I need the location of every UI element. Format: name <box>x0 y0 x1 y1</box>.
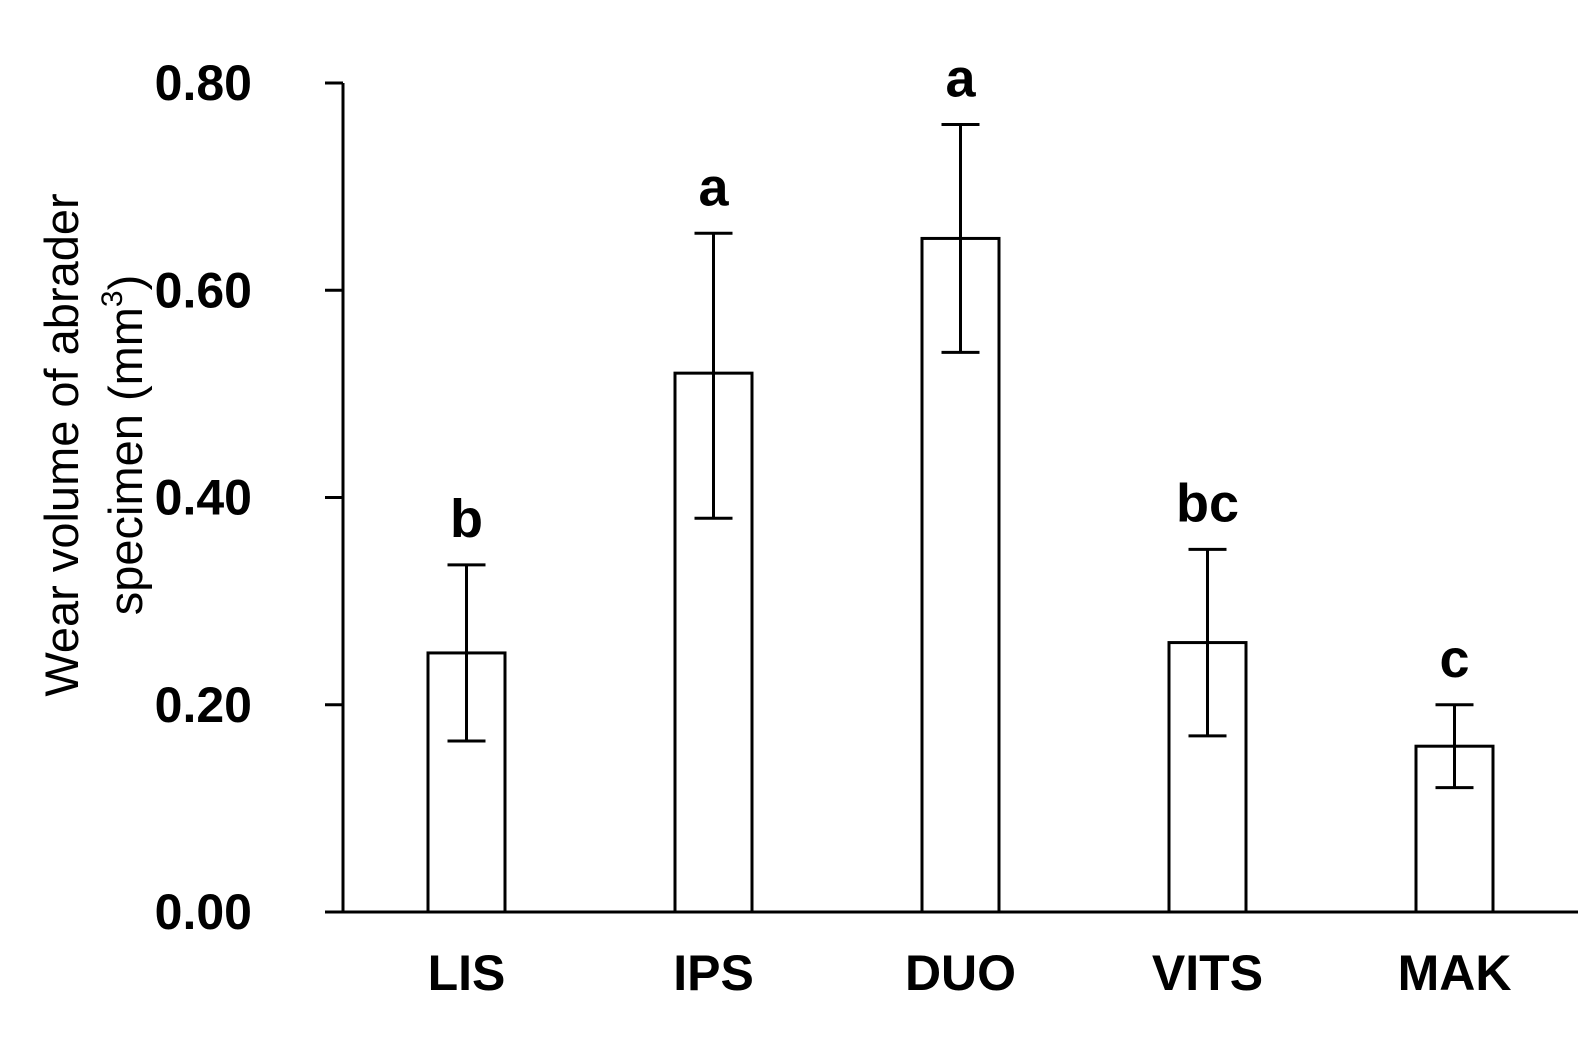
significance-label-vits: bc <box>1176 473 1239 533</box>
x-tick-label-vits: VITS <box>1152 945 1263 1001</box>
y-tick-label: 0.60 <box>155 262 252 318</box>
significance-label-duo: a <box>945 48 976 108</box>
x-tick-label-lis: LIS <box>428 945 506 1001</box>
plot-area: 0.00 0.20 0.40 0.60 0.80 b LIS a IPS a DUO bc VITS c M… <box>155 48 1578 1001</box>
significance-label-ips: a <box>698 157 729 217</box>
y-tick-label: 0.40 <box>155 470 252 526</box>
y-tick-label: 0.20 <box>155 677 252 733</box>
y-axis-label-line2: specimen (mm3) <box>96 275 152 616</box>
y-tick-label: 0.80 <box>155 55 252 111</box>
x-tick-label-ips: IPS <box>673 945 754 1001</box>
y-axis-label-line1: Wear volume of abrader <box>35 193 88 696</box>
y-axis-label: Wear volume of abrader specimen (mm3) <box>35 193 152 696</box>
y-tick-label: 0.00 <box>155 884 252 940</box>
significance-label-lis: b <box>450 489 483 549</box>
x-tick-label-duo: DUO <box>905 945 1016 1001</box>
significance-label-mak: c <box>1439 629 1469 689</box>
x-tick-label-mak: MAK <box>1398 945 1512 1001</box>
